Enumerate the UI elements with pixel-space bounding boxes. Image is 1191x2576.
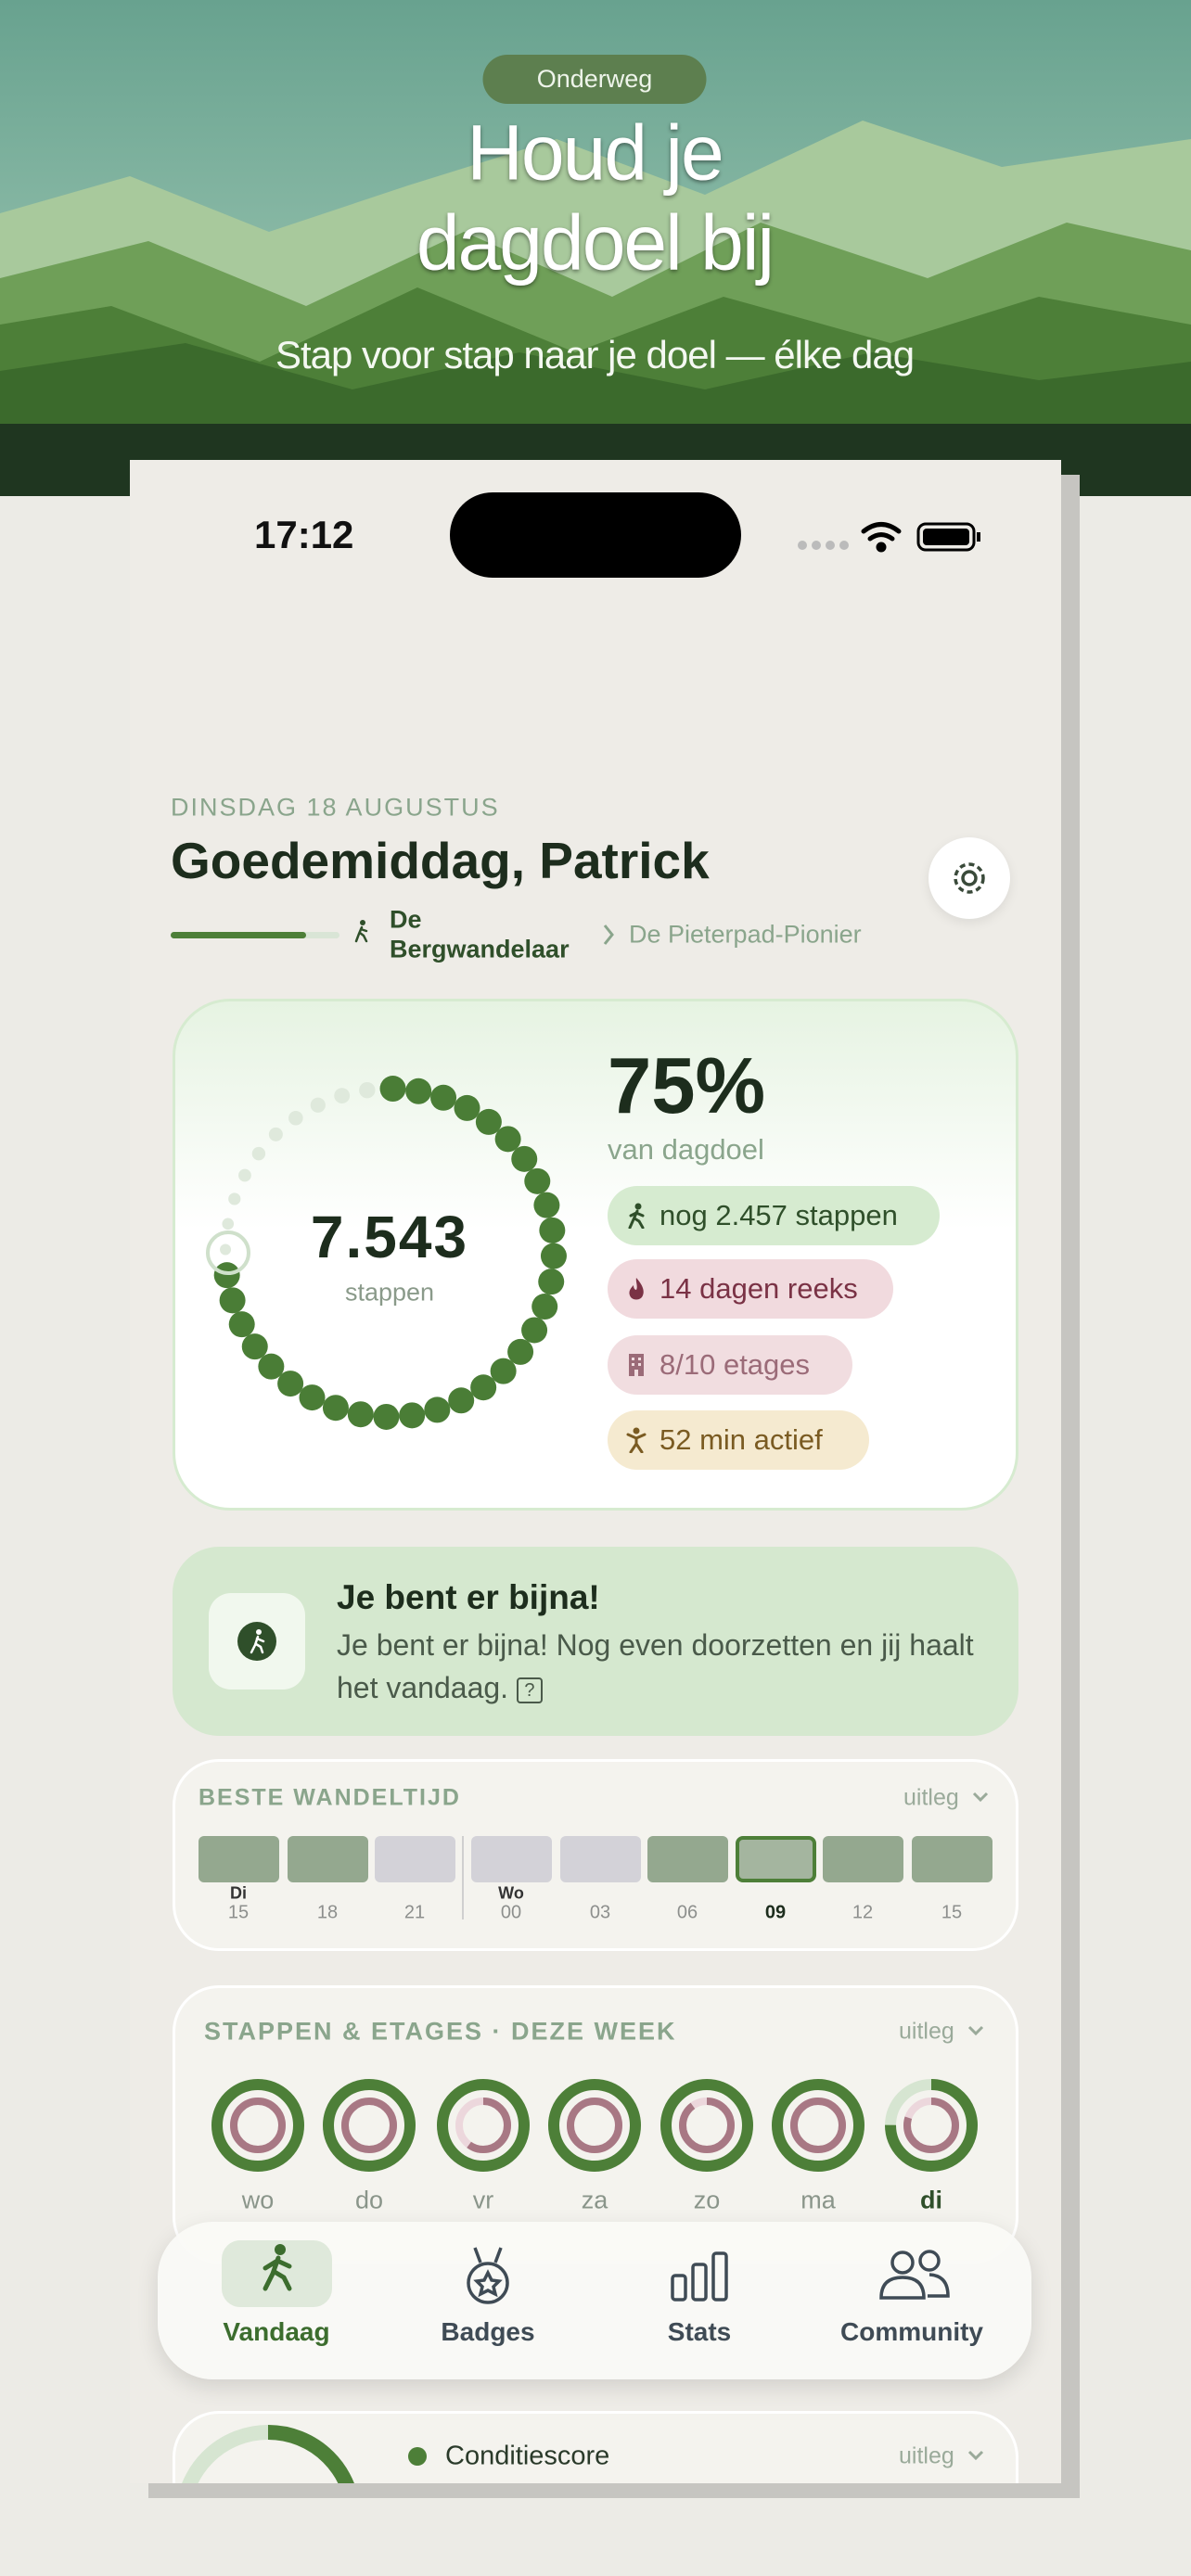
hero-title-line: Houd je [467,108,724,197]
level-progress-fill [171,932,306,938]
chip-text: 8/10 etages [660,1348,811,1381]
day-label: zo [693,2186,721,2214]
greeting: Goedemiddag, Patrick [171,832,710,889]
chip: 8/10 etages [608,1335,852,1395]
settings-button[interactable] [928,837,1010,919]
hour-label: 18 [316,1902,339,1923]
tab-label[interactable]: Vandaag [223,2317,330,2346]
hero-title-line: dagdoel bij [416,198,775,287]
tab-label[interactable]: Badges [441,2317,535,2346]
chip: nog 2.457 stappen [608,1186,940,1245]
best-time-title: BESTE WANDELTIJD [198,1784,461,1811]
tip-icon-box [209,1593,305,1690]
progress-card [173,999,1018,1511]
tip-card [173,1547,1018,1736]
explain-link[interactable]: uitleg [899,2018,954,2045]
day-label: wo [241,2186,275,2214]
next-level: De Pieterpad-Pionier [629,920,862,949]
chip: 52 min actief [608,1410,869,1470]
hero-subtitle: Stap voor stap naar je doel — élke dag [275,333,915,376]
hour-label: 15 [941,1902,963,1923]
hour-label: 15 [227,1902,250,1923]
active-icon [626,1427,647,1453]
tip-title: Je bent er bijna! [337,1578,600,1616]
day-label: za [581,2186,608,2214]
explain-link[interactable]: uitleg [903,1784,959,1811]
chip-text: 52 min actief [660,1423,823,1456]
walk-icon [628,1203,645,1229]
week-title: STAPPEN & ETAGES · DEZE WEEK [204,2017,677,2046]
tab-label[interactable]: Stats [667,2317,732,2346]
percent-label: van dagdoel [608,1133,764,1166]
date: DINSDAG 18 AUGUSTUS [171,793,500,822]
hour-label: 12 [852,1902,874,1923]
explain-link[interactable]: uitleg [899,2442,954,2469]
percent-value: 75% [608,1042,766,1130]
chip-text: 14 dagen reeks [660,1272,858,1305]
day-label: ma [800,2186,836,2214]
hour-label: 09 [764,1902,787,1923]
status-time: 17:12 [254,513,354,556]
day-label: vr [472,2186,494,2214]
flame-icon [629,1278,644,1300]
hour-label: 03 [589,1902,611,1923]
current-level: De [390,905,422,934]
hour-label: 00 [500,1902,522,1923]
day-label: do [354,2186,384,2214]
hour-label: 06 [676,1902,698,1923]
day-label: Wo [498,1883,524,1903]
condition-title: Conditiescore [445,2441,610,2471]
help-icon[interactable]: ? [516,1677,543,1703]
day-label: di [920,2186,942,2214]
steps-label: stappen [344,1278,435,1307]
hour-label: 21 [403,1902,426,1923]
tab-label[interactable]: Community [840,2317,983,2346]
tip-text: Je bent er bijna! Nog even doorzetten en… [337,1628,974,1704]
chip-text: nog 2.457 stappen [660,1199,898,1231]
tab-selected-bg [222,2240,332,2307]
hero-badge: Onderweg [482,55,707,104]
tip-body: Je bent er bijna! Nog even doorzetten en… [337,1624,986,1709]
day-label: Di [230,1883,247,1903]
dynamic-island [450,492,741,578]
chip: 14 dagen reeks [608,1259,893,1319]
current-level: Bergwandelaar [390,935,570,963]
building-icon [629,1354,644,1376]
steps-value: 7.543 [310,1204,469,1270]
